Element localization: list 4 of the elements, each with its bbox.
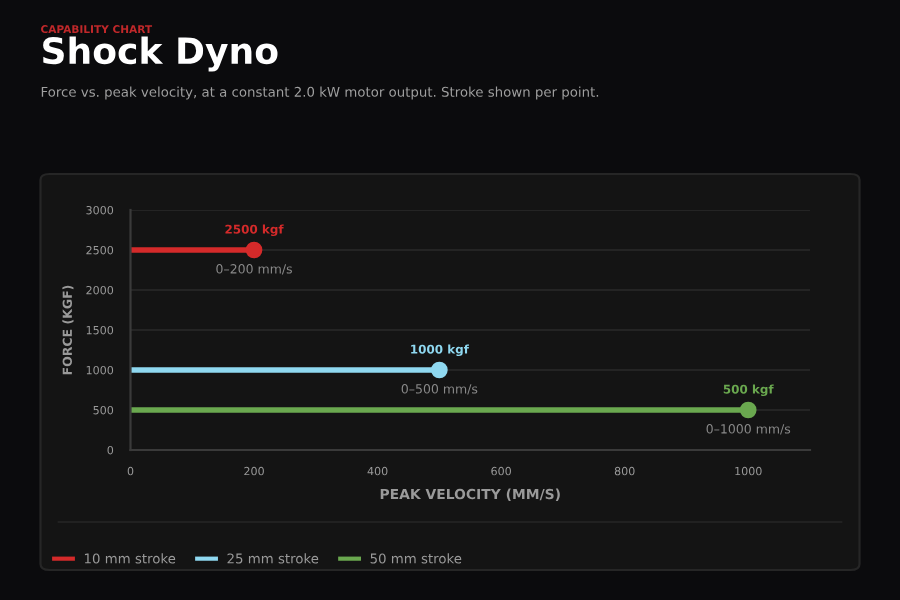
point	[431, 361, 448, 379]
point	[739, 401, 757, 419]
chart-title: Shock Dyno	[43, 36, 278, 72]
point	[245, 241, 263, 259]
